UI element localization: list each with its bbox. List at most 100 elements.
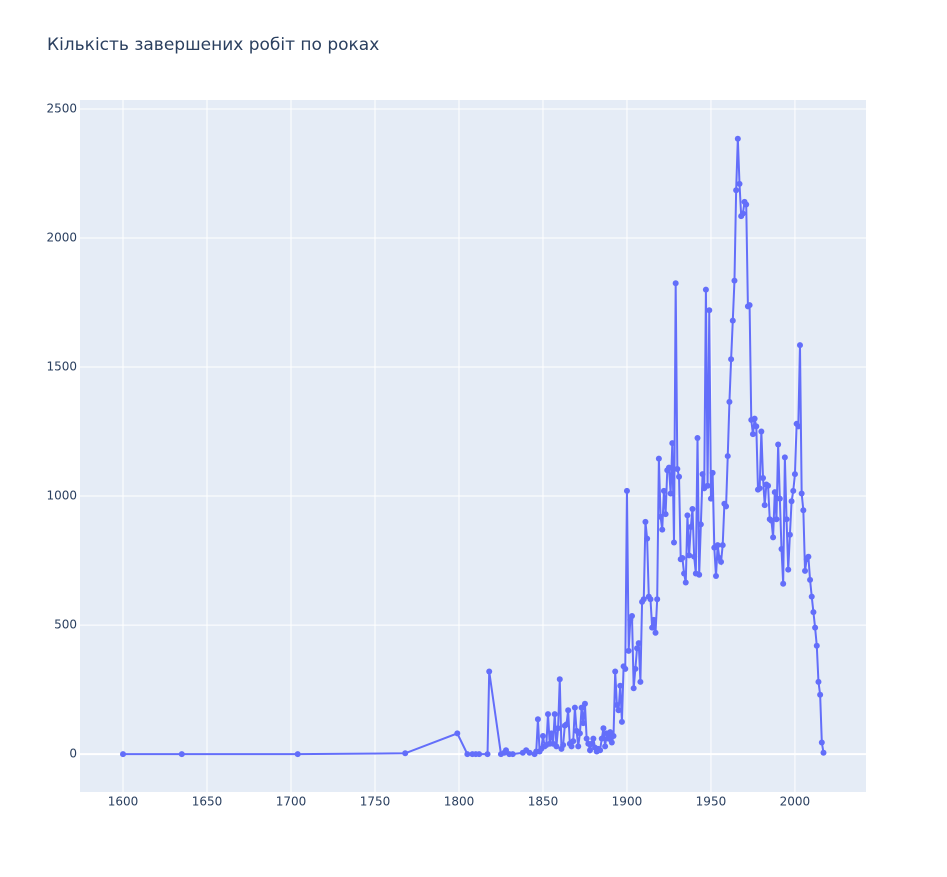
marker (652, 629, 659, 636)
marker (555, 725, 562, 732)
marker (644, 535, 651, 542)
x-tick-label: 1950 (696, 795, 727, 809)
marker (612, 668, 619, 675)
marker (689, 505, 696, 512)
marker (802, 567, 809, 574)
marker (758, 428, 765, 435)
marker (776, 495, 783, 502)
marker (602, 743, 609, 750)
marker (610, 733, 617, 740)
marker (770, 534, 777, 541)
marker (768, 517, 775, 524)
marker (294, 751, 301, 758)
marker (607, 729, 614, 736)
x-tick-label: 1750 (360, 795, 391, 809)
marker (583, 735, 590, 742)
marker (815, 678, 822, 685)
marker (672, 280, 679, 287)
marker (654, 596, 661, 603)
marker (712, 573, 719, 580)
marker (553, 743, 560, 750)
marker (534, 716, 541, 723)
y-tick-label: 2000 (46, 231, 77, 245)
marker (608, 739, 615, 746)
marker (650, 616, 657, 623)
marker (670, 539, 677, 546)
marker (674, 465, 681, 472)
x-tick-label: 1600 (108, 795, 139, 809)
marker (723, 503, 730, 510)
x-tick-label: 1850 (528, 795, 559, 809)
marker (642, 518, 649, 525)
marker (702, 286, 709, 293)
marker (709, 469, 716, 476)
marker (575, 743, 582, 750)
marker (578, 704, 585, 711)
marker (684, 512, 691, 519)
marker (771, 489, 778, 496)
marker (775, 441, 782, 448)
x-tick-label: 1800 (444, 795, 475, 809)
marker (718, 558, 725, 565)
marker (509, 751, 516, 758)
marker (726, 398, 733, 405)
marker (773, 516, 780, 523)
marker (637, 678, 644, 685)
marker (791, 471, 798, 478)
marker (667, 490, 674, 497)
marker (808, 593, 815, 600)
marker (660, 487, 667, 494)
marker (696, 571, 703, 578)
marker (676, 473, 683, 480)
marker (728, 356, 735, 363)
marker (765, 482, 772, 489)
marker (783, 516, 790, 523)
marker (820, 749, 827, 756)
marker (635, 640, 642, 647)
marker (687, 524, 694, 531)
marker (788, 498, 795, 505)
marker (628, 613, 635, 620)
marker (729, 317, 736, 324)
x-tick-label: 1650 (192, 795, 223, 809)
marker (679, 554, 686, 561)
marker (581, 700, 588, 707)
marker (736, 180, 743, 187)
marker (454, 730, 461, 737)
marker (694, 435, 701, 442)
marker (560, 742, 567, 749)
marker (707, 495, 714, 502)
marker (590, 735, 597, 742)
marker (714, 542, 721, 549)
x-tick-label: 1700 (276, 795, 307, 809)
marker (587, 747, 594, 754)
marker (625, 647, 632, 654)
marker (565, 707, 572, 714)
marker (551, 711, 558, 718)
marker (697, 521, 704, 528)
marker (568, 743, 575, 750)
marker (761, 502, 768, 509)
y-tick-label: 1500 (46, 360, 77, 374)
marker (598, 735, 605, 742)
marker (526, 749, 533, 756)
marker (756, 485, 763, 492)
marker (796, 342, 803, 349)
marker (571, 704, 578, 711)
marker (751, 415, 758, 422)
marker (657, 513, 664, 520)
x-tick-label: 2000 (780, 795, 811, 809)
marker (681, 570, 688, 577)
marker (605, 735, 612, 742)
marker (691, 553, 698, 560)
marker (778, 545, 785, 552)
marker (669, 440, 676, 447)
marker (800, 507, 807, 514)
marker (597, 747, 604, 754)
marker (786, 531, 793, 538)
marker (615, 707, 622, 714)
marker (817, 691, 824, 698)
marker (622, 665, 629, 672)
marker (662, 511, 669, 518)
